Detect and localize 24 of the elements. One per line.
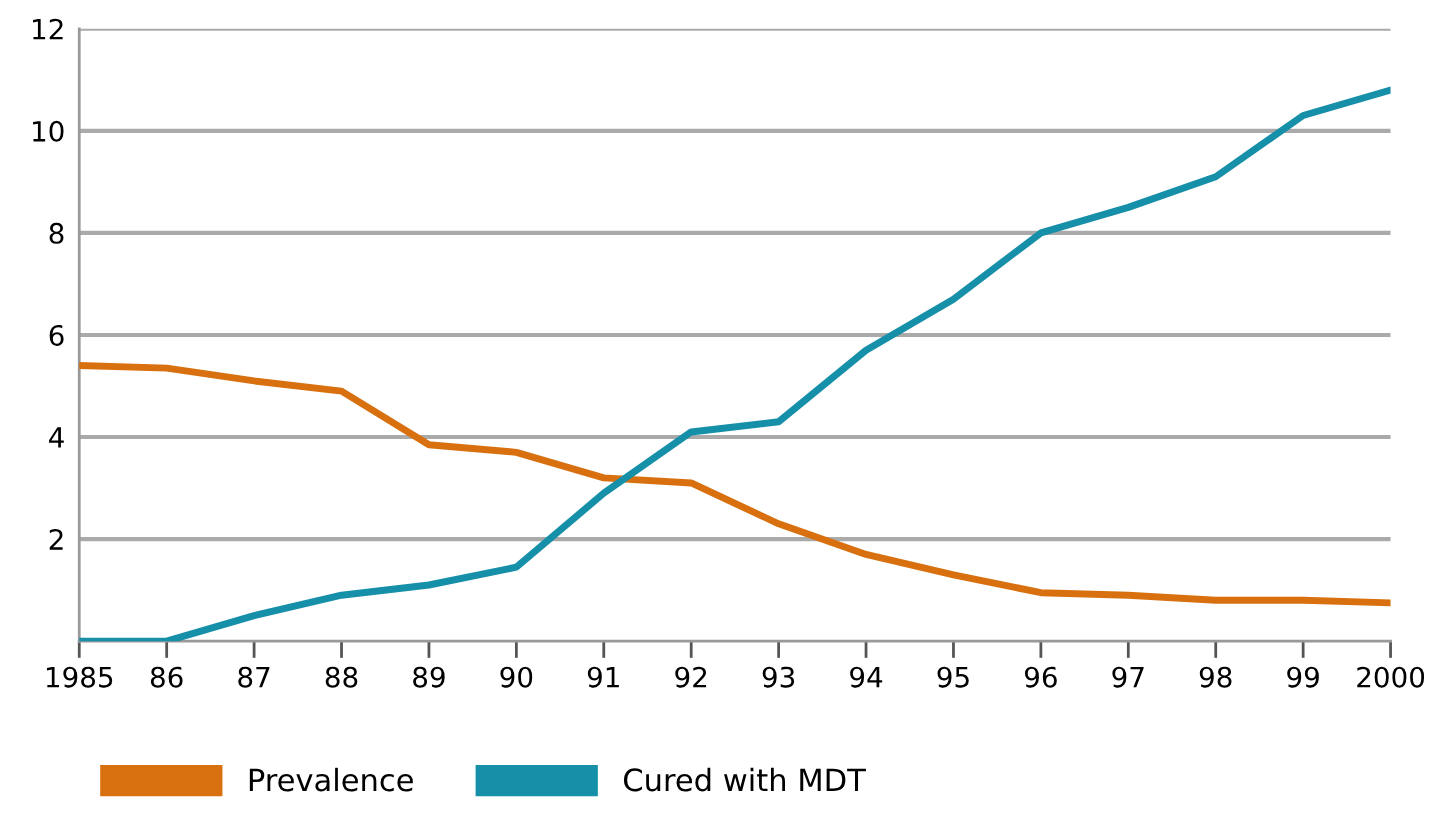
x-tick-label: 86 [150, 666, 183, 688]
x-tick-label: 92 [675, 666, 707, 688]
x-tick-label: 97 [1112, 666, 1144, 688]
x-tick-label: 90 [500, 666, 533, 688]
y-tick-label: 10 [33, 120, 64, 142]
y-tick-label: 2 [49, 529, 63, 550]
y-tick-label: 6 [49, 324, 64, 346]
x-tick-label: 93 [762, 666, 795, 688]
x-tick-label: 94 [850, 666, 883, 688]
x-tick-label: 88 [325, 666, 358, 688]
y-tick-label: 12 [33, 18, 63, 40]
legend-label: Prevalence [249, 767, 413, 792]
x-tick-label: 91 [587, 666, 619, 688]
x-tick-label: 96 [1024, 666, 1057, 688]
x-tick-label: 95 [937, 666, 969, 688]
legend-label: Cured with MDT [623, 767, 866, 792]
x-tick-label: 89 [413, 666, 445, 688]
y-tick-label: 8 [49, 222, 64, 244]
y-tick-label: 4 [49, 427, 64, 448]
x-tick-label: 1985 [46, 666, 113, 688]
x-tick-label: 99 [1287, 666, 1319, 688]
x-tick-label: 98 [1199, 666, 1232, 688]
x-tick-label: 2000 [1357, 666, 1425, 688]
x-tick-label: 87 [238, 666, 270, 688]
